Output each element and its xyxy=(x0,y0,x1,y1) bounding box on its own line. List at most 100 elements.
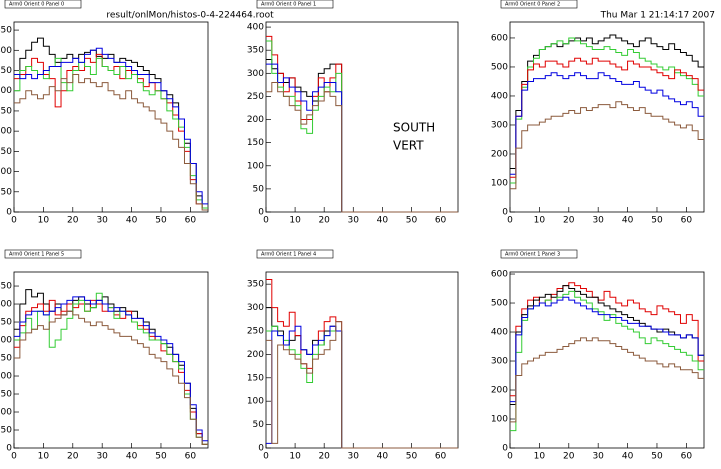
x-tick-label: 10 xyxy=(289,216,301,226)
y-tick-label: 350 xyxy=(247,46,264,56)
x-tick-label: 40 xyxy=(126,452,138,462)
y-tick-label: 0 xyxy=(258,208,264,218)
histogram-line xyxy=(266,82,458,213)
y-tick-label: 50 xyxy=(1,426,13,436)
y-tick-label: 500 xyxy=(491,62,508,72)
histogram-line xyxy=(14,47,208,205)
y-tick-label: 100 xyxy=(0,408,12,418)
y-tick-label: 100 xyxy=(491,178,508,188)
panel-title: Arm0 Orient 0 Panel 0 xyxy=(9,2,64,8)
title-box xyxy=(256,0,334,9)
y-tick-label: 150 xyxy=(0,390,12,400)
histogram-line xyxy=(14,74,208,211)
y-tick-label: 400 xyxy=(247,23,264,33)
frame xyxy=(13,21,209,213)
y-tick-label: 200 xyxy=(491,149,508,159)
x-tick-label: 20 xyxy=(318,452,330,462)
x-tick-label: 10 xyxy=(38,216,50,226)
title-box xyxy=(500,249,578,259)
date: Thu Mar 1 21:14:17 2007 xyxy=(600,11,715,21)
y-tick-label: 0 xyxy=(502,208,508,218)
x-tick-label: 20 xyxy=(563,452,575,462)
histogram-line xyxy=(266,321,458,449)
y-tick-label: 250 xyxy=(0,106,12,116)
y-tick-label: 300 xyxy=(247,303,264,313)
x-tick-label: 50 xyxy=(651,216,663,226)
y-tick-label: 200 xyxy=(247,350,264,360)
x-tick-label: 30 xyxy=(592,452,604,462)
y-tick-label: 150 xyxy=(247,138,264,148)
y-tick-label: 100 xyxy=(247,397,264,407)
y-tick-label: 0 xyxy=(6,444,12,454)
histogram-line xyxy=(14,37,208,209)
x-tick-label: 30 xyxy=(96,452,108,462)
y-tick-label: 100 xyxy=(247,161,264,171)
title-box xyxy=(4,0,82,9)
y-tick-label: 50 xyxy=(253,184,265,194)
y-tick-label: 400 xyxy=(491,328,508,338)
title-box xyxy=(256,249,334,259)
panel-title: Arm0 Orient 1 Panel 3 xyxy=(505,252,560,258)
x-tick-label: 0 xyxy=(263,452,269,462)
x-tick-label: 20 xyxy=(563,216,575,226)
y-tick-label: 450 xyxy=(0,282,12,292)
x-tick-label: 60 xyxy=(435,216,447,226)
histogram-line xyxy=(14,310,208,445)
x-tick-label: 40 xyxy=(377,216,389,226)
y-tick-label: 200 xyxy=(247,115,264,125)
x-tick-label: 50 xyxy=(406,452,418,462)
y-tick-label: 250 xyxy=(247,92,264,102)
frame xyxy=(13,271,209,449)
x-tick-label: 50 xyxy=(406,216,418,226)
histogram-line xyxy=(510,101,704,190)
x-tick-label: 40 xyxy=(622,452,634,462)
x-tick-label: 40 xyxy=(377,452,389,462)
y-tick-label: 150 xyxy=(247,373,264,383)
y-tick-label: 200 xyxy=(491,386,508,396)
panel: Arm0 Orient 1 Panel 30100200300400500600… xyxy=(491,249,705,462)
y-tick-label: 0 xyxy=(258,444,264,454)
y-tick-label: 300 xyxy=(0,336,12,346)
orientation-label: VERT xyxy=(393,139,424,153)
panel: Arm0 Orient 0 Panel 20100200300400500600… xyxy=(491,0,705,226)
panel: Arm0 Orient 1 Panel 50501001502002503003… xyxy=(0,249,209,462)
y-tick-label: 600 xyxy=(491,33,508,43)
x-tick-label: 0 xyxy=(11,452,17,462)
file-name: result/onlMon/histos-0-4-224464.root xyxy=(106,11,274,21)
y-tick-label: 300 xyxy=(491,120,508,130)
x-tick-label: 10 xyxy=(534,216,546,226)
x-tick-label: 0 xyxy=(507,452,513,462)
x-tick-label: 20 xyxy=(318,216,330,226)
histogram-line xyxy=(510,296,704,403)
x-tick-label: 50 xyxy=(155,452,167,462)
x-tick-label: 60 xyxy=(185,216,197,226)
histogram-line xyxy=(510,37,704,184)
y-tick-label: 200 xyxy=(0,127,12,137)
panel: Arm0 Orient 0 Panel 10501001502002503003… xyxy=(247,0,459,226)
y-tick-label: 100 xyxy=(491,415,508,425)
x-tick-label: 60 xyxy=(681,216,693,226)
x-tick-label: 30 xyxy=(592,216,604,226)
x-tick-label: 0 xyxy=(11,216,17,226)
x-tick-label: 0 xyxy=(507,216,513,226)
y-tick-label: 600 xyxy=(491,270,508,280)
y-tick-label: 350 xyxy=(247,280,264,290)
panel-title: Arm0 Orient 1 Panel 5 xyxy=(9,252,64,258)
title-box xyxy=(500,0,578,9)
x-tick-label: 30 xyxy=(348,452,360,462)
x-tick-label: 0 xyxy=(263,216,269,226)
histogram-line xyxy=(510,285,704,406)
x-tick-label: 30 xyxy=(348,216,360,226)
y-tick-label: 400 xyxy=(0,300,12,310)
frame xyxy=(509,21,705,213)
y-tick-label: 400 xyxy=(491,91,508,101)
x-tick-label: 10 xyxy=(289,452,301,462)
x-tick-label: 40 xyxy=(126,216,138,226)
y-tick-label: 100 xyxy=(0,167,12,177)
y-tick-label: 0 xyxy=(6,208,12,218)
y-tick-label: 450 xyxy=(0,26,12,36)
y-tick-label: 300 xyxy=(247,69,264,79)
y-tick-label: 150 xyxy=(0,147,12,157)
x-tick-label: 60 xyxy=(681,452,693,462)
y-tick-label: 50 xyxy=(253,420,265,430)
